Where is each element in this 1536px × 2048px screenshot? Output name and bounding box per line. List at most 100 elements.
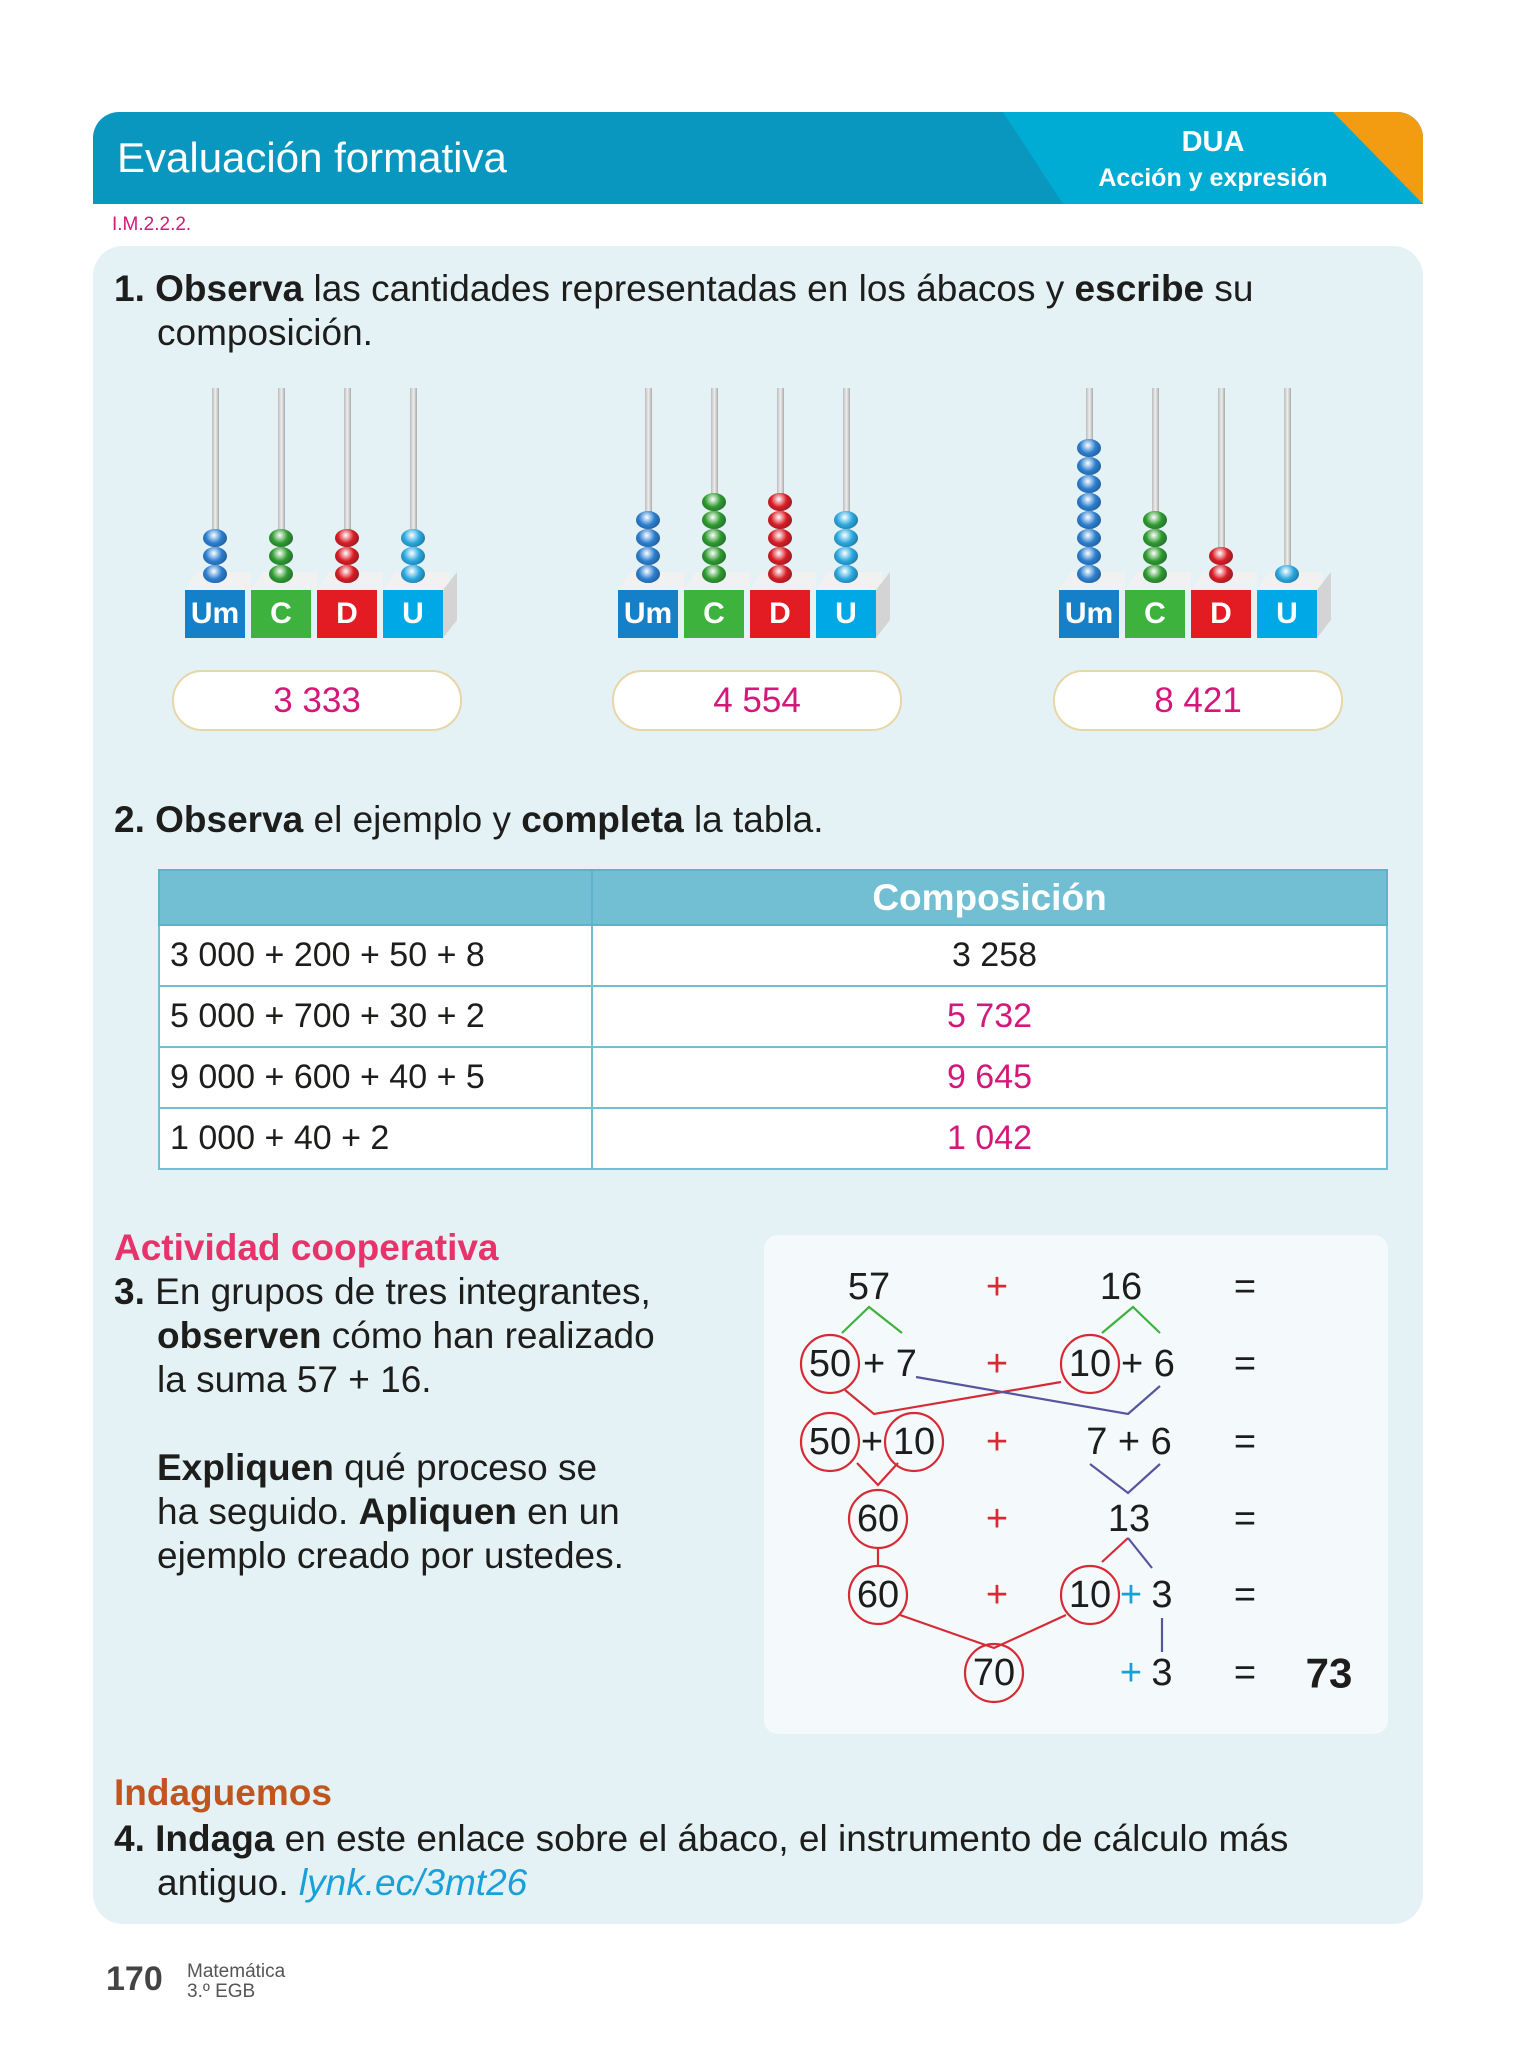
abacus-rod [410,388,417,583]
bead [203,529,227,547]
equals-sign: = [1234,1498,1256,1540]
addend: 16 [1100,1266,1142,1308]
table-cell: 5 000 + 700 + 30 + 2 [158,985,593,1048]
answer-box[interactable]: 8 421 [1053,670,1343,731]
q-number: 4. [114,1818,145,1859]
answer-cell[interactable]: 5 732 [591,985,1388,1048]
blue-link [1089,1463,1161,1495]
equals-sign: = [1234,1421,1256,1463]
bead [1143,511,1167,529]
table-cell: 9 000 + 600 + 40 + 5 [158,1046,593,1109]
bead [203,565,227,583]
bead [335,547,359,565]
cooperative-heading: Actividad cooperativa [114,1227,499,1268]
question-3: 3. En grupos de tres integrantes, observ… [114,1270,714,1578]
bead [1077,493,1101,511]
plus-sign: + [986,1343,1008,1385]
blue-plus: + [1120,1652,1142,1694]
q-verb: completa [521,799,684,840]
bead [203,547,227,565]
table-cell: 3 000 + 200 + 50 + 8 [158,924,593,987]
question-1: 1. Observa las cantidades representadas … [114,267,1374,355]
q-verb: observen [157,1315,322,1356]
abacus-link[interactable]: lynk.ec/3mt26 [298,1862,528,1903]
answer-box[interactable]: 4 554 [612,670,902,731]
bead [401,565,425,583]
indicator-code: I.M.2.2.2. [112,214,192,235]
q-text: la tabla. [683,799,824,840]
q-verb: Observa [155,799,304,840]
dua-label: DUA [1181,126,1245,158]
circle [963,1642,1025,1704]
value: + [861,1421,883,1463]
result: 73 [1306,1650,1353,1697]
bead [269,547,293,565]
diagram-svg: 57 16 50 + 7 10 + 6 50 + 10 7 + 6 60 13 … [799,1266,1353,1704]
red-link [856,1462,899,1487]
bead [401,547,425,565]
grade: 3.º EGB [187,1981,256,2002]
bead [1077,457,1101,475]
value: 10 [893,1421,935,1463]
abacus-rod [1152,388,1159,583]
equals-sign: = [1234,1266,1256,1308]
value: + 7 [863,1343,917,1385]
circle [1059,1564,1121,1626]
bead [1077,547,1101,565]
dua-subtitle: Acción y expresión [1098,164,1328,192]
q-verb: Indaga [155,1818,275,1859]
bead [702,565,726,583]
bead [702,529,726,547]
q-verb: Expliquen [157,1447,334,1488]
answer-cell[interactable]: 1 042 [591,1107,1388,1170]
question-4: 4. Indaga en este enlace sobre el ábaco,… [114,1817,1414,1905]
value: 10 [1069,1343,1111,1385]
q-number: 1. [114,268,145,309]
plus-sign: + [986,1421,1008,1463]
addition-diagram: 57 16 50 + 7 10 + 6 50 + 10 7 + 6 60 13 … [764,1235,1388,1734]
block-side [876,572,890,638]
bead [768,493,792,511]
bead [269,565,293,583]
place-value-label: Um [185,590,245,638]
bead [636,529,660,547]
bead [1077,565,1101,583]
block-side [1317,572,1331,638]
place-value-label: Um [618,590,678,638]
table-header [158,869,593,926]
circles [799,1333,1121,1704]
answer-box[interactable]: 3 333 [172,670,462,731]
bead [834,529,858,547]
q-text: ha seguido. [157,1491,359,1532]
q-number: 2. [114,799,145,840]
q-text: qué proceso se [333,1447,598,1488]
abacus-rod [278,388,285,583]
value: 50 [809,1343,851,1385]
q-number: 3. [114,1271,145,1312]
bead [335,565,359,583]
equals-sign: = [1234,1343,1256,1385]
table-cell: 3 258 [591,924,1388,987]
bead [1077,511,1101,529]
q-text: en un [516,1491,620,1532]
bead [702,511,726,529]
bead [401,529,425,547]
red-link [899,1613,1067,1650]
plus-sign: + [986,1266,1008,1308]
abacus-rod [212,388,219,583]
value: 13 [1108,1498,1150,1540]
green-branch [1101,1305,1161,1334]
place-value-label: C [1125,590,1185,638]
value: 3 [1151,1652,1172,1694]
q-verb: escribe [1074,268,1205,309]
answer-cell[interactable]: 9 645 [591,1046,1388,1109]
plus-sign: + [986,1574,1008,1616]
bead [834,565,858,583]
abacus-rod [344,388,351,583]
circle [883,1411,945,1473]
abacus-rod [645,388,652,583]
green-branch [841,1305,903,1334]
